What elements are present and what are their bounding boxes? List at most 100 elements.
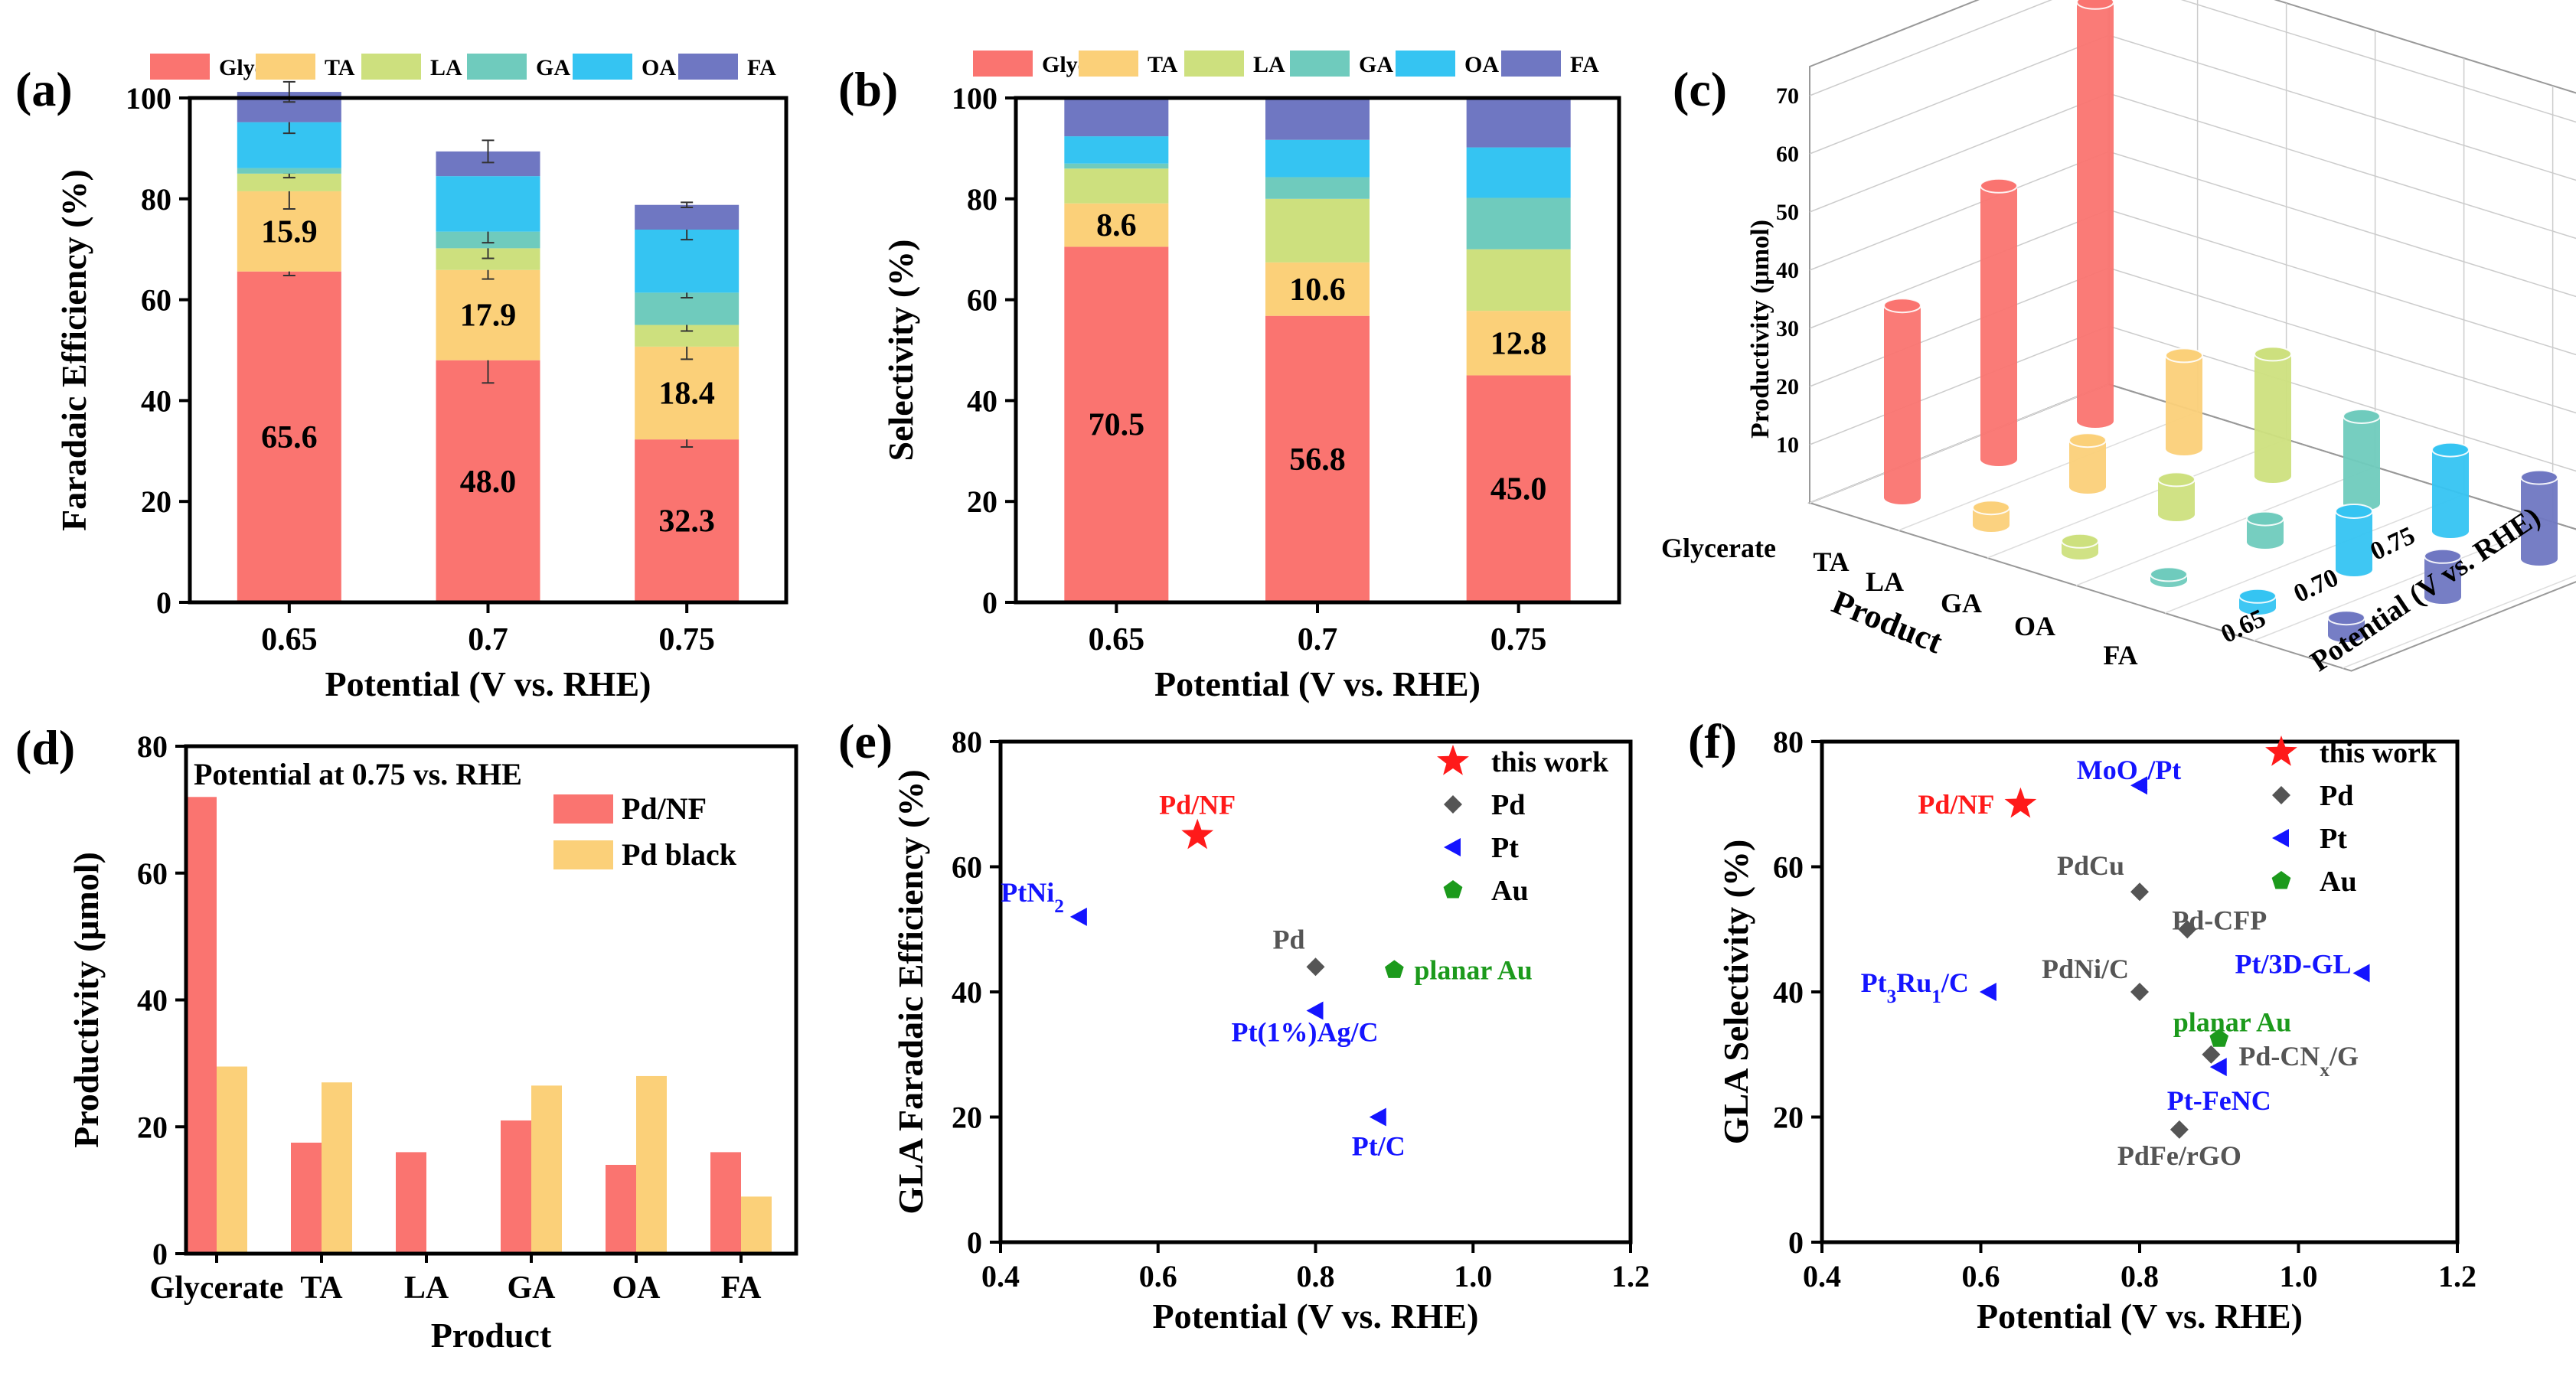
z-tick-label: 10 (1776, 432, 1799, 458)
scatter-point-2 (1306, 957, 1325, 977)
legend-swatch-ta (1079, 51, 1138, 77)
legend-marker-Au (2271, 871, 2291, 889)
bar-pd-black-ga (531, 1085, 562, 1254)
bar-pd-black-ta (322, 1082, 352, 1254)
x-tick-label-oa: OA (2014, 611, 2055, 641)
bar3d-fa-0.75-top (2520, 469, 2558, 485)
legend-marker-this-work (2265, 736, 2297, 766)
data-label-ta-0.65: 15.9 (261, 214, 318, 250)
x-tick-label: LA (404, 1270, 449, 1306)
point-label-5: Pt3Ru1/C (1861, 967, 1969, 1007)
panel-label: (b) (838, 62, 898, 116)
y-tick-label: 0 (156, 585, 171, 620)
data-label-ta-0.7: 17.9 (460, 298, 517, 334)
x-tick-label: 0.8 (2121, 1259, 2159, 1293)
bar-fa-0.75 (1466, 98, 1571, 148)
bar3d-glycerate-0.75 (2077, 0, 2114, 428)
bar3d-oa-0.75 (2432, 442, 2469, 538)
bar3d-la-0.75-top (2254, 346, 2292, 362)
y-tick-label: 60 (952, 850, 982, 885)
plot-frame (1014, 96, 1621, 605)
x-tick-label: GA (508, 1270, 557, 1306)
point-label-0: Pd/NF (1918, 789, 1994, 820)
legend-label-ga: GA (536, 55, 570, 80)
y-tick-label: 40 (137, 983, 168, 1018)
z-tick-label: 20 (1776, 374, 1799, 400)
bar3d-la-0.70-top (2157, 471, 2196, 488)
legend-marker-this-work (1437, 745, 1469, 775)
legend-label-Pd: Pd (1491, 789, 1525, 821)
scatter-point-4 (2130, 983, 2149, 1001)
bar3d-fa-0.70-top (2424, 548, 2462, 564)
legend-swatch-glycerate (973, 51, 1033, 77)
scatter-point-1 (2130, 776, 2147, 795)
legend-label-oa: OA (1464, 52, 1499, 77)
bar-pd-black-fa (741, 1196, 772, 1254)
bar-glycerate-0.65 (1064, 246, 1169, 602)
x-tick-label: 0.75 (1490, 622, 1547, 657)
x-tick-label-fa: FA (2103, 640, 2137, 670)
bar-glycerate-0.75 (635, 439, 739, 602)
y-tick-label: 40 (967, 383, 997, 418)
bar-ga-0.65 (1064, 163, 1169, 169)
bar-pd-nf-ta (291, 1142, 322, 1254)
y-tick-label: 60 (967, 283, 997, 318)
x-tick-label: 1.0 (1454, 1259, 1492, 1293)
legend-label-Au: Au (2320, 866, 2357, 898)
x-tick-label: 0.6 (1139, 1259, 1177, 1293)
z-tick-label: 40 (1776, 258, 1799, 283)
y-tick-label: 80 (1773, 725, 1804, 759)
x-tick-label: TA (300, 1270, 343, 1306)
x-tick-label-la: LA (1866, 566, 1904, 597)
point-label-4: Pt(1%)Ag/C (1232, 1017, 1379, 1048)
y-tick-label: 0 (982, 585, 997, 620)
panel-b-selectivity-chart: (b)GlycerateTALAGAOAFA70.58.60.6556.810.… (838, 51, 1621, 703)
x-tick-label: 1.2 (2438, 1259, 2476, 1293)
grid-line (2075, 466, 2375, 586)
legend-swatch-fa (1501, 51, 1561, 77)
bar3d-ta-0.75 (2166, 348, 2202, 455)
point-label-3: planar Au (1414, 954, 1532, 985)
bar3d-ta-0.75-top (2165, 347, 2203, 364)
x-tick-label: 0.4 (981, 1259, 1020, 1293)
panel-d-productivity-comparison-chart: (d) Potential at 0.75 vs. RHE Glycerate TA L… (15, 720, 798, 1355)
point-label-2: PdCu (2057, 850, 2124, 881)
y-tick-label: 60 (141, 283, 171, 318)
panel-label: (a) (15, 62, 73, 116)
bar3d-glycerate-0.65 (1884, 298, 1921, 504)
scatter-point-4 (1306, 1001, 1324, 1020)
bar-pd-nf-ga (501, 1120, 531, 1254)
bar3d-glycerate-0.70-top (1980, 178, 2018, 194)
data-label-glycerate-0.75: 32.3 (658, 504, 715, 540)
y-tick-label: 0 (967, 1225, 982, 1260)
scatter-point-1 (1069, 907, 1087, 926)
legend-marker-Pd (2272, 786, 2290, 804)
data-label-ta-0.65: 8.6 (1096, 208, 1137, 243)
data-label-glycerate-0.65: 70.5 (1089, 408, 1145, 443)
legend-marker-Pd (1444, 795, 1462, 814)
bar3d-ga-0.75 (2343, 409, 2380, 510)
y-axis-title: Faradaic Efficiency (%) (54, 169, 93, 531)
legend-label-la: LA (430, 55, 462, 80)
bar3d-ta-0.70 (2069, 433, 2106, 494)
bar-pd-nf-fa (710, 1152, 741, 1254)
scatter-point-3 (2178, 920, 2197, 939)
data-label-ta-0.75: 12.8 (1490, 326, 1547, 361)
legend-label-Pd: Pd (2320, 780, 2353, 812)
scatter-point-2 (2130, 882, 2149, 902)
plot-frame (188, 96, 788, 605)
y-tick-label: 60 (1773, 850, 1804, 885)
point-label-0: Pd/NF (1159, 790, 1236, 820)
legend-label-pd-nf: Pd/NF (622, 791, 707, 826)
bar-oa-0.65 (1064, 136, 1169, 164)
legend-label-ta: TA (1148, 52, 1178, 77)
grid-line (1898, 411, 2198, 531)
legend-label-Pt: Pt (1491, 832, 1519, 864)
scatter-point-7 (2209, 1029, 2229, 1047)
bar3d-oa-0.70-top (2335, 504, 2373, 519)
z-tick-label: 50 (1776, 200, 1799, 225)
x-axis-title: Product (431, 1316, 552, 1355)
bar-ga-0.75 (1466, 197, 1571, 250)
scatter-point-0 (2004, 787, 2037, 818)
x-tick-label: 0.7 (1298, 622, 1338, 657)
